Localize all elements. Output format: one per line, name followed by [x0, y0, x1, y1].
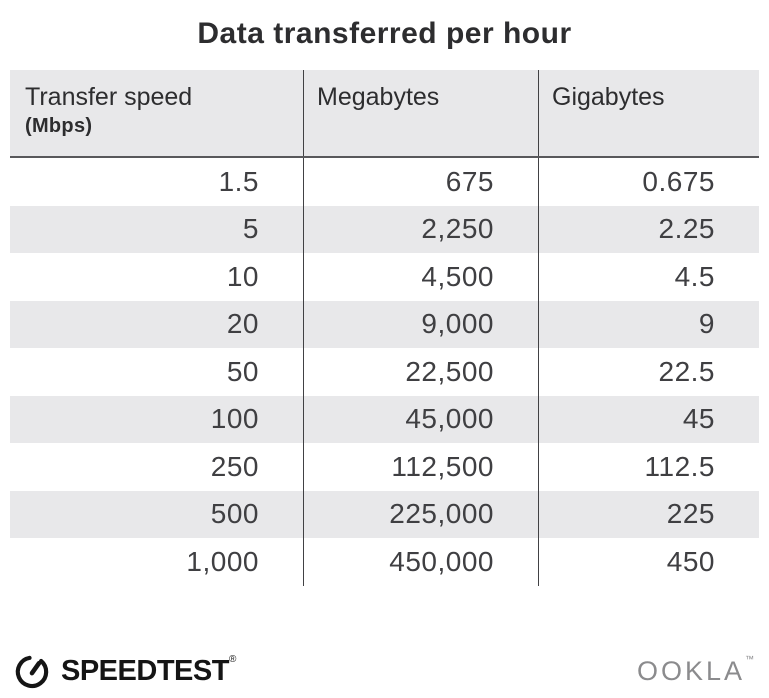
speedtest-gauge-icon	[15, 655, 49, 689]
header-transfer-speed: Transfer speed (Mbps)	[10, 70, 303, 156]
ookla-logo: OOKLA™	[636, 654, 754, 686]
table-row: 20 9,000 9	[10, 300, 759, 348]
table-cell: 112.5	[538, 443, 759, 491]
page-title: Data transferred per hour	[197, 17, 572, 50]
data-table: Transfer speed (Mbps) Megabytes Gigabyte…	[10, 70, 759, 586]
table-row: 500 225,000 225	[10, 490, 759, 538]
table-cell: 100	[210, 403, 259, 435]
table-cell: 500	[210, 498, 259, 530]
speedtest-text: SPEEDTEST	[61, 654, 229, 687]
table-cell: 22,500	[303, 348, 538, 396]
table-row: 1.5 675 0.675	[10, 158, 759, 206]
speedtest-wordmark: SPEEDTEST®	[61, 653, 236, 687]
table-row: 5 2,250 2.25	[10, 205, 759, 253]
table-cell: 4,500	[303, 253, 538, 301]
header-transfer-speed-label: Transfer speed	[25, 83, 193, 111]
table-cell: 450,000	[303, 538, 538, 586]
header-gigabytes: Gigabytes	[538, 70, 759, 156]
table-cell: 450	[538, 538, 759, 586]
table-row: 10 4,500 4.5	[10, 253, 759, 301]
table-body: 1.5 675 0.675 5 2,250 2.25 10 4,500 4.5 20 9,000 9 5…	[10, 158, 759, 586]
table-cell: 22.5	[538, 348, 759, 396]
table-row: 250 112,500 112.5	[10, 443, 759, 491]
table-cell: 0.675	[538, 158, 759, 206]
registered-trademark-symbol: ®	[228, 653, 236, 665]
table-row: 1,000 450,000 450	[10, 538, 759, 586]
header-transfer-speed-unit: (Mbps)	[25, 114, 93, 137]
table-cell: 45,000	[303, 395, 538, 443]
table-cell: 250	[210, 450, 259, 482]
table-header-row: Transfer speed (Mbps) Megabytes Gigabyte…	[10, 70, 759, 158]
speedtest-logo: SPEEDTEST®	[12, 651, 236, 691]
table-cell: 5	[242, 213, 259, 245]
table-cell: 2.25	[538, 205, 759, 253]
table-cell: 9,000	[303, 300, 538, 348]
table-cell: 50	[226, 355, 259, 387]
table-row: 50 22,500 22.5	[10, 348, 759, 396]
trademark-symbol: ™	[745, 653, 754, 664]
table-cell: 9	[538, 300, 759, 348]
footer: SPEEDTEST® OOKLA™	[12, 648, 754, 694]
header-megabytes: Megabytes	[303, 70, 538, 156]
table-row: 100 45,000 45	[10, 395, 759, 443]
table-cell: 10	[226, 260, 259, 292]
table-cell: 1.5	[218, 165, 259, 197]
table-cell: 225	[538, 490, 759, 538]
table-cell: 2,250	[303, 205, 538, 253]
table-cell: 45	[538, 395, 759, 443]
table-cell: 225,000	[303, 490, 538, 538]
ookla-text: OOKLA	[636, 655, 745, 686]
table-cell: 4.5	[538, 253, 759, 301]
table-cell: 20	[226, 308, 259, 340]
table-cell: 112,500	[303, 443, 538, 491]
table-cell: 675	[303, 158, 538, 206]
table-cell: 1,000	[186, 545, 259, 577]
